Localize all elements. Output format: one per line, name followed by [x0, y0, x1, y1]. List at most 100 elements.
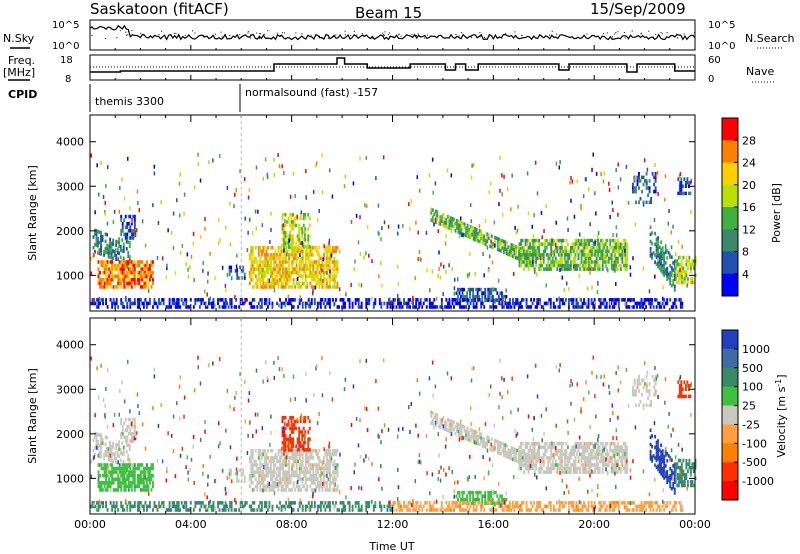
- range-cell: [178, 181, 181, 186]
- range-cell: [639, 301, 641, 306]
- range-cell: [591, 463, 594, 467]
- range-cell: [130, 219, 133, 224]
- range-cell: [577, 253, 580, 257]
- range-cell: [291, 456, 294, 460]
- range-cell: [236, 276, 239, 280]
- range-cell: [265, 260, 268, 264]
- range-cell: [469, 203, 472, 208]
- range-cell: [100, 230, 102, 235]
- range-cell: [178, 213, 181, 218]
- range-cell: [532, 242, 535, 246]
- range-cell: [532, 249, 535, 254]
- range-cell: [595, 459, 598, 464]
- range-cell: [625, 445, 628, 449]
- range-cell: [572, 305, 575, 309]
- range-cell: [606, 260, 609, 264]
- range-cell: [100, 444, 102, 449]
- nsearch-dot: [548, 34, 550, 36]
- range-cell: [502, 250, 505, 254]
- range-cell: [449, 430, 452, 434]
- range-cell: [518, 246, 520, 250]
- range-cell: [119, 451, 122, 456]
- range-cell: [651, 172, 654, 176]
- range-cell: [521, 463, 524, 467]
- range-cell: [103, 470, 106, 474]
- range-cell: [666, 459, 669, 463]
- range-cell: [115, 301, 118, 306]
- range-cell: [120, 481, 123, 485]
- range-cell: [446, 418, 449, 422]
- range-cell: [459, 305, 461, 309]
- range-cell: [501, 212, 504, 217]
- range-cell: [492, 445, 495, 449]
- range-cell: [332, 470, 334, 474]
- range-cell: [457, 426, 460, 430]
- range-cell: [286, 484, 289, 489]
- range-cell: [635, 200, 637, 205]
- range-cell: [306, 459, 309, 464]
- range-cell: [128, 447, 131, 452]
- range-cell: [645, 186, 648, 190]
- range-cell: [144, 270, 147, 275]
- range-cell: [315, 281, 318, 286]
- range-cell: [185, 305, 188, 309]
- range-cell: [477, 239, 480, 243]
- range-cell: [288, 301, 291, 306]
- range-cell: [288, 470, 291, 474]
- range-cell: [600, 172, 602, 177]
- range-cell: [589, 222, 591, 227]
- range-cell: [621, 260, 624, 264]
- range-cell: [186, 252, 189, 257]
- range-cell: [669, 281, 672, 286]
- range-cell: [295, 263, 298, 268]
- range-cell: [174, 301, 177, 306]
- range-cell: [677, 255, 680, 260]
- range-cell: [265, 484, 268, 489]
- range-cell: [102, 473, 105, 478]
- range-cell: [95, 236, 98, 240]
- range-cell: [618, 448, 621, 453]
- range-cell: [251, 285, 254, 289]
- range-cell: [330, 278, 333, 282]
- range-cell: [486, 239, 489, 244]
- range-cell: [507, 248, 510, 253]
- range-cell: [559, 256, 562, 261]
- range-cell: [256, 484, 259, 489]
- range-cell: [658, 459, 661, 463]
- range-cell: [658, 466, 661, 470]
- range-cell: [529, 459, 532, 464]
- range-cell: [535, 260, 538, 264]
- range-cell: [660, 261, 663, 266]
- range-cell: [274, 456, 277, 460]
- range-cell: [276, 279, 279, 284]
- range-cell: [462, 298, 464, 302]
- range-cell: [606, 441, 609, 446]
- range-cell: [667, 475, 670, 480]
- range-cell: [583, 260, 586, 264]
- range-cell: [532, 456, 535, 460]
- range-cell: [296, 448, 299, 452]
- range-cell: [145, 481, 148, 485]
- range-cell: [319, 278, 322, 282]
- range-cell: [483, 437, 486, 442]
- range-cell: [548, 238, 551, 243]
- range-cell: [683, 177, 686, 181]
- range-cell: [103, 263, 106, 268]
- range-cell: [484, 298, 487, 303]
- range-cell: [612, 233, 614, 238]
- range-cell: [302, 237, 305, 242]
- range-cell: [591, 238, 594, 243]
- range-cell: [291, 260, 294, 264]
- range-cell: [221, 265, 224, 270]
- range-cell: [299, 295, 301, 300]
- range-cell: [124, 214, 127, 219]
- range-cell: [319, 473, 322, 478]
- range-cell: [130, 435, 133, 440]
- range-cell: [285, 281, 288, 286]
- range-cell: [559, 448, 562, 453]
- range-cell: [138, 463, 141, 467]
- range-cell: [116, 450, 119, 454]
- range-cell: [132, 267, 135, 271]
- range-cell: [664, 449, 667, 454]
- range-cell: [559, 452, 562, 457]
